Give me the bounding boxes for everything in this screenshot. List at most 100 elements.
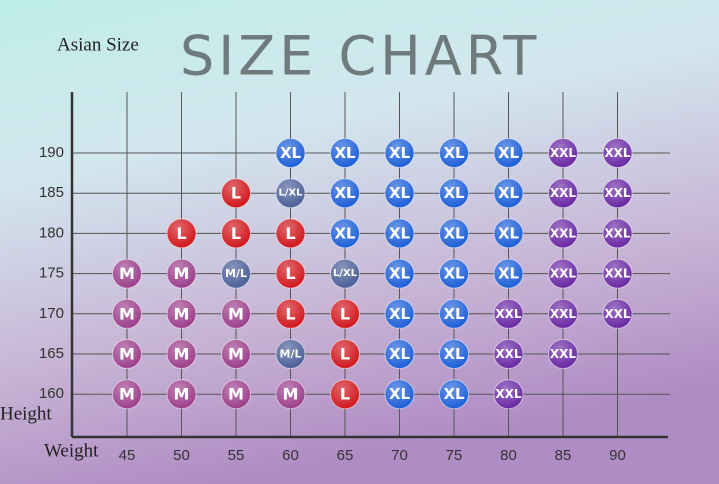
size-badge: XL <box>439 178 469 209</box>
badge-shine <box>494 259 523 289</box>
size-label: XL <box>389 265 411 283</box>
size-label: XL <box>389 385 411 403</box>
badge-shine <box>276 178 305 208</box>
badge-shine <box>439 218 469 248</box>
size-label: M <box>228 385 244 404</box>
badge-shine <box>439 379 469 409</box>
size-badge: XXL <box>602 298 633 329</box>
size-label: XL <box>443 385 465 403</box>
size-badge: M <box>112 339 142 369</box>
badge-shine <box>221 339 251 369</box>
badge-shine <box>276 379 305 409</box>
size-badge: L <box>221 178 251 209</box>
size-label: XXL <box>604 307 631 321</box>
size-label: L <box>340 385 350 404</box>
size-label: L <box>176 224 186 243</box>
size-label: XXL <box>550 226 577 240</box>
size-badge: XL <box>439 258 469 289</box>
size-badge: XL <box>384 298 415 329</box>
badge-shine <box>385 299 414 329</box>
size-badge: L <box>166 218 197 249</box>
badge-shine <box>439 138 469 168</box>
size-label: M/L <box>225 267 247 280</box>
y-tick-label: 170 <box>39 305 64 322</box>
size-label: XL <box>334 224 356 242</box>
size-label: XL <box>498 265 520 283</box>
badge-shine <box>603 259 632 289</box>
size-label: XXL <box>550 146 577 160</box>
badge-shine <box>276 218 305 248</box>
badge-shine <box>167 218 196 248</box>
badge-shine <box>112 259 142 289</box>
size-label: XXL <box>550 186 577 200</box>
size-label: L <box>231 224 241 243</box>
size-badge: M <box>166 379 197 410</box>
size-badge: XXL <box>548 218 578 249</box>
size-label: XXL <box>550 307 577 321</box>
size-label: M <box>174 264 190 283</box>
badge-shine <box>603 218 632 248</box>
x-tick-label: 65 <box>337 447 354 464</box>
size-label: M <box>119 264 135 283</box>
badge-shine <box>385 339 414 369</box>
size-badge: XL <box>384 138 415 168</box>
badge-shine <box>330 218 360 248</box>
size-label: XL <box>334 144 356 162</box>
size-badge: M <box>221 298 251 329</box>
size-label: XL <box>443 265 465 283</box>
size-label: L <box>340 304 350 323</box>
size-badge: L <box>330 298 360 329</box>
badge-shine <box>221 178 251 208</box>
size-label: XXL <box>495 307 522 321</box>
badge-shine <box>330 178 360 208</box>
size-label: XL <box>498 184 520 202</box>
x-tick-label: 85 <box>555 447 572 464</box>
badge-shine <box>548 178 578 208</box>
badge-shine <box>385 259 414 289</box>
size-badge: M <box>112 379 142 410</box>
x-tick-label: 80 <box>500 447 517 464</box>
size-label: XXL <box>604 186 631 200</box>
badge-shine <box>494 138 523 168</box>
size-badge: XXL <box>602 218 633 249</box>
badge-shine <box>330 339 360 369</box>
size-badge: XXL <box>493 339 524 369</box>
badge-shine <box>439 339 469 369</box>
badge-shine <box>112 339 142 369</box>
size-badge: M <box>275 379 306 410</box>
size-label: XL <box>443 305 465 323</box>
badge-shine <box>276 299 305 329</box>
size-badge: M <box>221 379 251 410</box>
badge-shine <box>112 379 142 409</box>
size-label: XL <box>280 144 302 162</box>
size-label: XXL <box>495 387 522 401</box>
badge-shine <box>330 138 360 168</box>
size-badge: XL <box>439 339 469 369</box>
size-label: M/L <box>280 348 302 361</box>
size-badge: XL <box>384 379 415 410</box>
size-badge: XL <box>439 218 469 249</box>
y-tick-label: 160 <box>39 385 64 402</box>
size-badge: XL <box>439 138 469 168</box>
size-badge: XL <box>384 178 415 209</box>
badge-shine <box>385 178 414 208</box>
size-label: XXL <box>604 146 631 160</box>
size-badge: M/L <box>275 339 306 369</box>
size-badge: L <box>330 379 360 410</box>
size-label: M <box>228 345 244 364</box>
size-badge: XXL <box>602 138 633 168</box>
size-label: L <box>231 184 241 203</box>
badge-shine <box>167 299 196 329</box>
badge-shine <box>330 379 360 409</box>
size-badge: XL <box>330 138 360 168</box>
size-badge: M <box>166 339 197 369</box>
size-label: XL <box>389 305 411 323</box>
badge-shine <box>439 299 469 329</box>
y-axis-label: Height <box>0 403 52 424</box>
size-badge: L/XL <box>330 258 360 289</box>
size-badge: XXL <box>548 138 578 168</box>
size-badge: M <box>112 298 142 329</box>
size-label: XL <box>443 345 465 363</box>
size-label: XL <box>498 224 520 242</box>
